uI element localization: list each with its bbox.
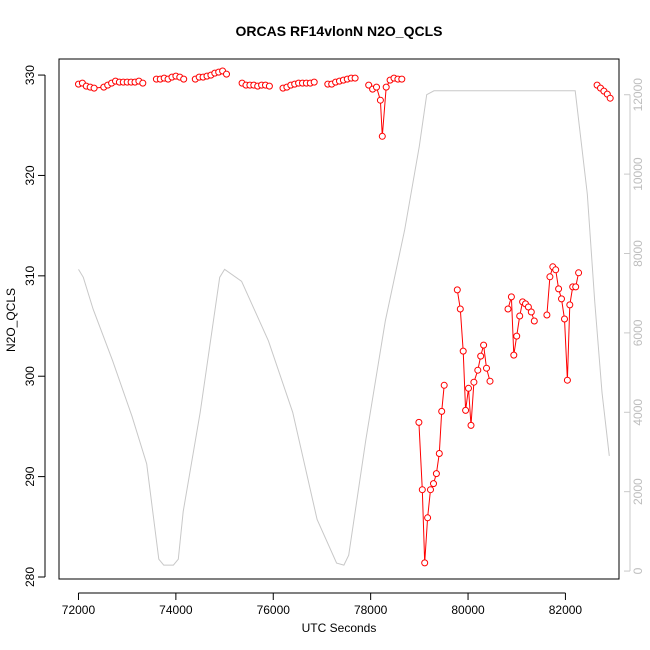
n2o-point (516, 312, 524, 320)
y2-tick-label: 12000 (631, 78, 645, 112)
n2o-point (435, 450, 443, 457)
n2o-point (376, 96, 384, 104)
n2o-point (415, 418, 423, 426)
n2o-point (382, 83, 390, 91)
y-tick-label: 290 (23, 466, 37, 486)
series-layer (75, 67, 614, 567)
n2o-point (467, 421, 475, 429)
n2o-point (351, 74, 359, 82)
y-axis-label: N2O_QCLS (4, 288, 18, 352)
n2o-point (606, 94, 614, 102)
y-axis-left: 280 290 300 310 320 330 (23, 65, 46, 587)
n2o-point (180, 75, 188, 83)
n2o-point (398, 75, 406, 83)
n2o-point (483, 364, 490, 372)
n2o-point (561, 315, 568, 323)
n2o-point (90, 84, 98, 92)
n2o-point (373, 83, 380, 91)
n2o-point (462, 406, 470, 414)
n2o-point (453, 286, 461, 294)
n2o-point (504, 305, 512, 313)
n2o-point (507, 293, 515, 301)
n2o-point (513, 332, 521, 340)
y2-tick-label: 6000 (631, 319, 645, 346)
n2o-point (265, 82, 273, 90)
n2o-line-segment (456, 289, 491, 426)
chart-title: ORCAS RF14vlonN N2O_QCLS (236, 23, 443, 39)
x-axis-label: UTC Seconds (302, 621, 377, 635)
x-tick-label: 76000 (257, 603, 291, 617)
n2o-point (438, 407, 446, 415)
n2o-point (470, 378, 478, 386)
n2o-point (486, 377, 494, 385)
n2o-point (543, 311, 551, 319)
n2o-point (572, 283, 580, 291)
n2o-point (418, 486, 426, 494)
y-tick-label: 330 (23, 65, 37, 85)
n2o-point (378, 132, 386, 140)
x-axis: 72000 74000 76000 78000 80000 82000 (62, 592, 583, 617)
n2o-point (575, 269, 583, 277)
n2o-point (430, 480, 437, 488)
y-axis-right: 0 2000 4000 6000 8000 10000 12000 (624, 78, 645, 574)
n2o-point (223, 70, 230, 78)
n2o-point (558, 295, 565, 303)
n2o-point (552, 266, 560, 274)
n2o-point (530, 317, 538, 325)
y2-tick-label: 0 (631, 567, 645, 574)
y-tick-label: 300 (23, 366, 37, 386)
y2-tick-label: 10000 (631, 157, 645, 191)
n2o-point (465, 384, 472, 392)
altitude-line (78, 90, 610, 566)
n2o-point (563, 376, 571, 384)
n2o-point (427, 486, 434, 494)
y-tick-label: 320 (23, 165, 37, 185)
n2o-point (566, 301, 574, 309)
n2o-point (524, 303, 532, 311)
n2o-point (480, 341, 488, 349)
n2o-point (432, 470, 440, 478)
x-tick-label: 78000 (354, 603, 388, 617)
n2o-point (459, 347, 467, 355)
y2-tick-label: 2000 (631, 478, 645, 505)
n2o-point (555, 285, 563, 293)
y2-tick-label: 8000 (631, 240, 645, 267)
n2o-point (510, 351, 518, 359)
n2o-point (474, 366, 482, 374)
y2-tick-label: 4000 (631, 399, 645, 426)
n2o-point (527, 308, 535, 316)
n2o-point (440, 381, 448, 389)
x-tick-label: 72000 (62, 603, 96, 617)
n2o-point (546, 273, 554, 281)
n2o-point (477, 352, 485, 360)
x-tick-label: 82000 (549, 603, 583, 617)
n2o-point (421, 559, 429, 567)
x-tick-label: 80000 (451, 603, 485, 617)
n2o-point (310, 78, 318, 86)
y-tick-label: 280 (23, 567, 37, 587)
y-tick-label: 310 (23, 266, 37, 286)
x-tick-label: 74000 (159, 603, 193, 617)
n2o-point (424, 514, 432, 522)
plot-frame (58, 58, 620, 580)
n2o-point (456, 305, 464, 313)
n2o-point (139, 79, 147, 87)
